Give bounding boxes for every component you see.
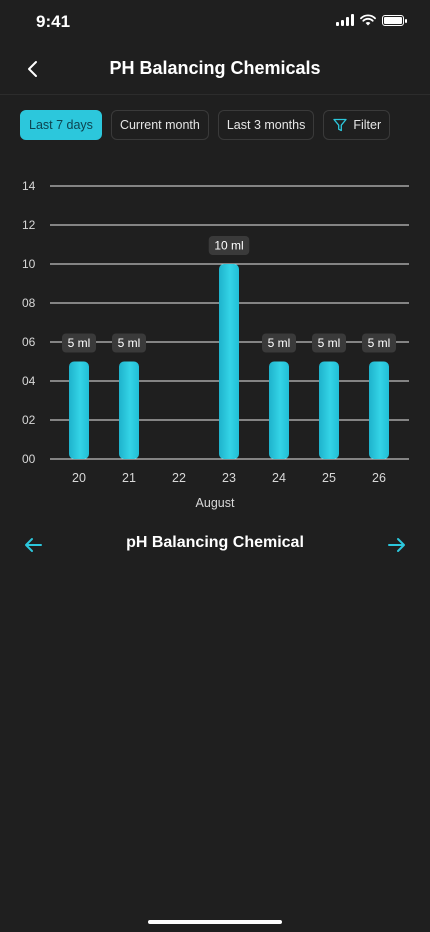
chevron-left-icon: [28, 61, 37, 77]
x-tick-label: 26: [372, 471, 386, 485]
bar-chart: 00 02 04 06 08 10 12 14 5 ml 20 5 ml 21 22 10 ml 23 5 m…: [0, 170, 430, 520]
back-button[interactable]: [18, 54, 48, 84]
data-label-bg: [208, 236, 250, 255]
cellular-signal-icon: [336, 14, 354, 26]
y-tick-label: 06: [22, 335, 36, 349]
filter-icon: [333, 118, 348, 132]
filter-last-3-months[interactable]: Last 3 months: [217, 110, 315, 140]
data-label-bg: [112, 333, 146, 353]
x-tick-label: 23: [222, 471, 236, 485]
bar: [319, 361, 339, 459]
status-icons: [336, 14, 407, 26]
data-label: 5 ml: [118, 336, 141, 350]
chart-canvas: 00 02 04 06 08 10 12 14 5 ml 20 5 ml 21 22 10 ml 23 5 m…: [22, 179, 409, 510]
chip-label: Last 3 months: [226, 118, 306, 132]
status-bar: 9:41: [0, 0, 430, 44]
chip-label: Current month: [119, 118, 200, 132]
bar: [269, 361, 289, 459]
data-label-bg: [62, 333, 96, 353]
chip-label: Last 7 days: [29, 118, 93, 132]
status-time: 9:41: [36, 12, 71, 31]
chemical-name: pH Balancing Chemical: [126, 534, 304, 551]
data-label: 5 ml: [368, 336, 391, 350]
x-tick-label: 21: [122, 471, 136, 485]
battery-icon: [382, 14, 407, 26]
data-label: 5 ml: [68, 336, 91, 350]
y-tick-label: 12: [22, 218, 36, 232]
x-tick-label: 25: [322, 471, 336, 485]
y-tick-label: 14: [22, 179, 36, 193]
y-tick-label: 00: [22, 452, 36, 466]
bar: [219, 264, 239, 459]
filter-button[interactable]: Filter: [323, 110, 391, 140]
data-label: 5 ml: [268, 336, 291, 350]
data-label: 10 ml: [214, 239, 243, 253]
bar: [369, 361, 389, 459]
arrow-left-icon: [25, 538, 42, 552]
data-label-bg: [362, 333, 396, 353]
chemical-navigator: pH Balancing Chemical: [0, 524, 430, 564]
page-title: PH Balancing Chemicals: [109, 58, 321, 78]
chip-label: Filter: [353, 118, 382, 132]
bar: [119, 361, 139, 459]
home-indicator: [148, 920, 282, 924]
previous-chemical-button[interactable]: [18, 530, 48, 560]
x-axis-label: August: [196, 496, 235, 510]
data-label-bg: [262, 333, 296, 353]
x-tick-label: 24: [272, 471, 286, 485]
y-tick-label: 02: [22, 413, 36, 427]
bar: [69, 361, 89, 459]
next-chemical-button[interactable]: [382, 530, 412, 560]
data-label-bg: [312, 333, 346, 353]
y-tick-label: 04: [22, 374, 36, 388]
x-tick-label: 20: [72, 471, 86, 485]
filter-current-month[interactable]: Current month: [110, 110, 209, 140]
navigation-bar: PH Balancing Chemicals: [0, 44, 430, 95]
filter-last-7-days[interactable]: Last 7 days: [20, 110, 102, 140]
data-label: 5 ml: [318, 336, 341, 350]
y-tick-label: 08: [22, 296, 36, 310]
x-tick-label: 22: [172, 471, 186, 485]
y-tick-label: 10: [22, 257, 36, 271]
arrow-right-icon: [388, 538, 405, 552]
filter-chips: Last 7 days Current month Last 3 months …: [20, 110, 391, 140]
wifi-icon: [360, 14, 376, 26]
